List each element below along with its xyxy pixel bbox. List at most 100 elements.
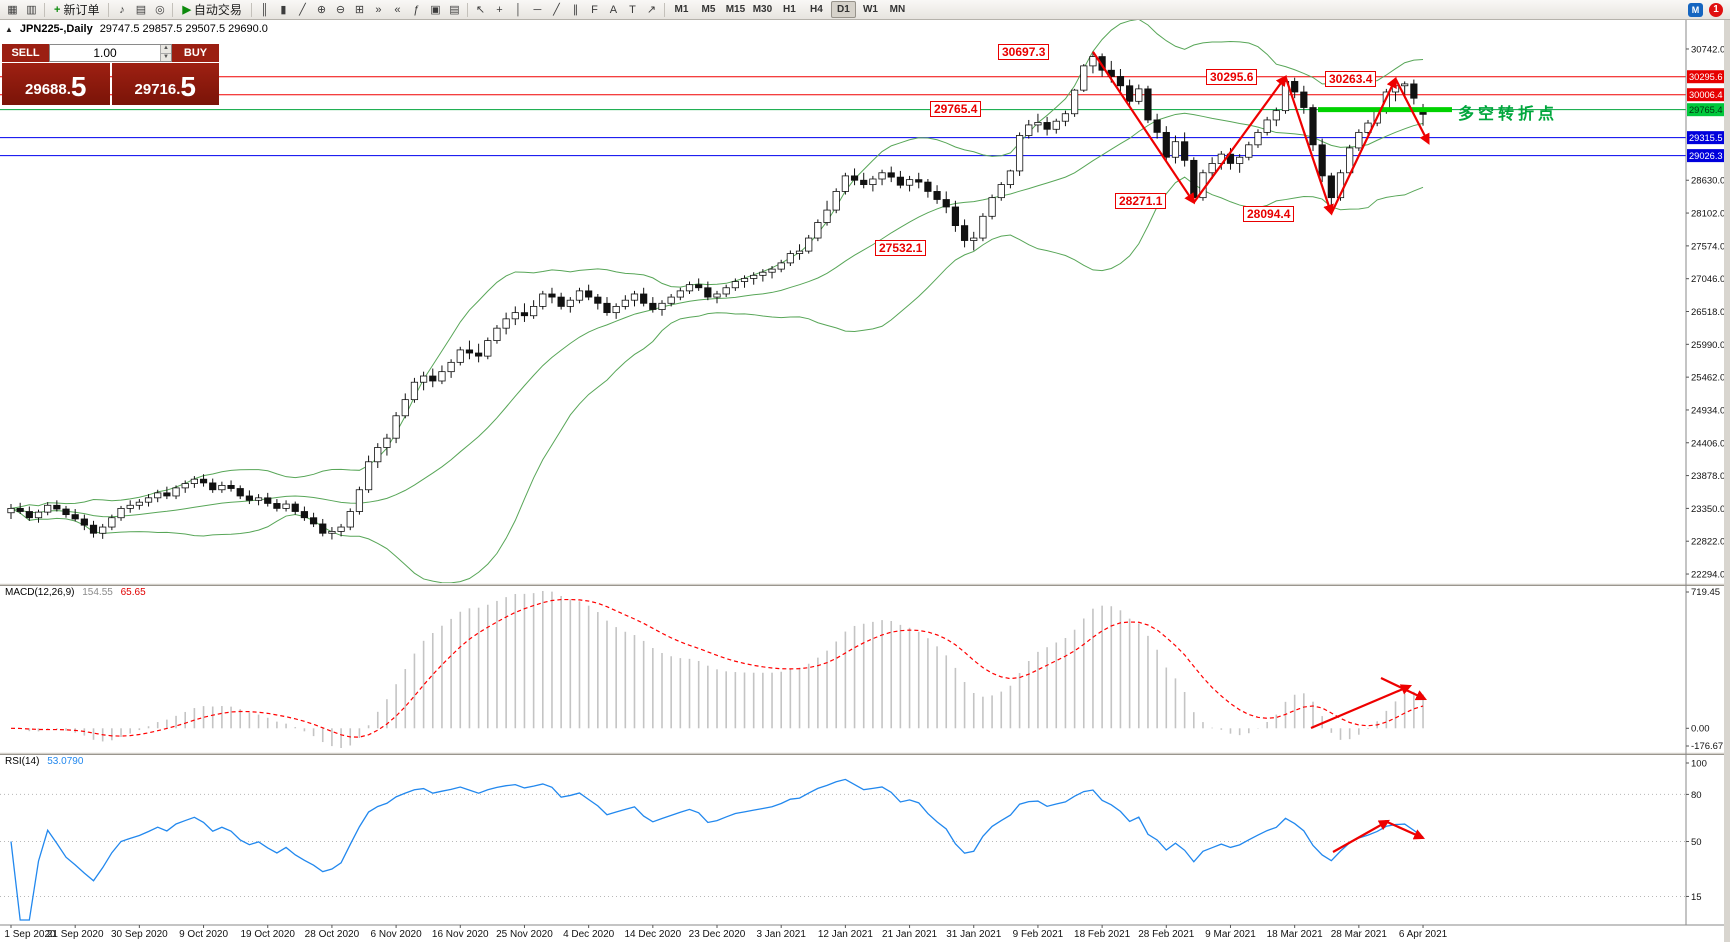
trendline-icon[interactable]: ╱ xyxy=(553,3,560,16)
toolbar-separator xyxy=(466,2,468,17)
symbol-title: JPN225-,Daily xyxy=(19,23,93,35)
svg-text:26518.0: 26518.0 xyxy=(1691,307,1725,318)
tile-windows-icon[interactable]: ⊞ xyxy=(354,3,365,16)
rsi-value: 53.0790 xyxy=(47,756,84,767)
bar-chart-icon[interactable]: ║ xyxy=(260,3,269,16)
buy-price: 29716. xyxy=(134,81,181,98)
toolbar-separator xyxy=(108,2,110,17)
symbol-ohlc: 29747.5 29857.5 29507.5 29690.0 xyxy=(99,23,268,35)
timeframe-m1-button[interactable]: M1 xyxy=(674,4,689,15)
svg-text:30742.0: 30742.0 xyxy=(1691,44,1725,55)
svg-text:30006.4: 30006.4 xyxy=(1689,90,1723,100)
arrows-icon[interactable]: ↗ xyxy=(646,3,657,16)
toolbar: ▦ ▥ + 新订单 ♪ ▤ ◎ ▶ 自动交易 ║ ▮ ╱ ⊕ ⊖ ⊞ » « ƒ ▣ ▤ ↖ + │ ─ ╱ ∥ F A T ↗ M1 M5 M… xyxy=(0,0,1730,20)
data-window-icon[interactable]: ▥ xyxy=(26,3,37,16)
auto-scroll-icon[interactable]: » xyxy=(375,3,382,16)
notification-badge[interactable]: 1 xyxy=(1709,2,1723,17)
candles-layer xyxy=(7,51,1427,540)
timeframe-d1-button[interactable]: D1 xyxy=(830,1,856,18)
chart-expand-icon: ▲ xyxy=(5,24,13,34)
svg-text:9 Oct 2020: 9 Oct 2020 xyxy=(179,929,228,940)
crosshair-icon[interactable]: + xyxy=(496,3,503,16)
price-flag[interactable]: 28094.4 xyxy=(1243,206,1295,222)
svg-text:6 Nov 2020: 6 Nov 2020 xyxy=(371,929,423,940)
volume-decrease-button[interactable]: ▼ xyxy=(160,53,171,61)
channel-icon[interactable]: ∥ xyxy=(572,3,579,16)
fibonacci-icon[interactable]: F xyxy=(591,3,598,16)
price-flag[interactable]: 27532.1 xyxy=(875,240,927,256)
svg-text:28630.0: 28630.0 xyxy=(1691,176,1725,187)
candlestick-chart-icon[interactable]: ▮ xyxy=(280,3,287,16)
sell-button[interactable]: 29688. 5 xyxy=(2,63,110,105)
trend-note-text[interactable]: 多空转折点 xyxy=(1458,106,1559,123)
timeframe-h1-button[interactable]: H1 xyxy=(783,4,796,15)
chart-shift-icon[interactable]: « xyxy=(394,3,401,16)
new-order-icon: + xyxy=(54,3,61,16)
svg-text:27574.0: 27574.0 xyxy=(1691,241,1725,252)
price-flag[interactable]: 30295.6 xyxy=(1206,69,1258,85)
timeframe-m15-button[interactable]: M15 xyxy=(725,4,746,15)
price-flag[interactable]: 29765.4 xyxy=(930,101,982,117)
cursor-icon[interactable]: ↖ xyxy=(475,3,486,16)
svg-text:80: 80 xyxy=(1691,790,1702,801)
svg-text:100: 100 xyxy=(1691,759,1707,770)
annotations-layer xyxy=(1092,51,1452,216)
templates-icon[interactable]: ▤ xyxy=(449,3,460,16)
horizontal-line-icon[interactable]: ─ xyxy=(533,3,542,16)
zoom-out-icon[interactable]: ⊖ xyxy=(335,3,346,16)
indicators-icon[interactable]: ƒ xyxy=(413,3,420,16)
timeframe-h4-button[interactable]: H4 xyxy=(810,4,823,15)
periods-icon[interactable]: ▣ xyxy=(430,3,441,16)
svg-text:23878.0: 23878.0 xyxy=(1691,471,1725,482)
sound-icon[interactable]: ♪ xyxy=(119,3,125,16)
toolbar-separator xyxy=(250,2,252,17)
price-flag[interactable]: 30697.3 xyxy=(998,44,1050,60)
timeframe-m30-button[interactable]: M30 xyxy=(752,4,773,15)
one-click-trading-panel: SELL 1.00 ▲ ▼ BUY 29688. 5 29716. 5 xyxy=(2,44,219,105)
svg-text:27046.0: 27046.0 xyxy=(1691,274,1725,285)
svg-text:719.45: 719.45 xyxy=(1691,587,1720,598)
text-icon[interactable]: A xyxy=(609,3,618,16)
toolbar-separator xyxy=(44,2,45,17)
svg-text:4 Dec 2020: 4 Dec 2020 xyxy=(563,929,615,940)
svg-text:23350.0: 23350.0 xyxy=(1691,504,1725,515)
macd-main-value: 154.55 xyxy=(82,587,113,598)
autotrading-button[interactable]: ▶ 自动交易 xyxy=(176,1,247,18)
sell-price-pip: 5 xyxy=(70,71,87,102)
buy-button[interactable]: 29716. 5 xyxy=(111,63,219,105)
price-flag[interactable]: 28271.1 xyxy=(1115,193,1167,209)
sell-price: 29688. xyxy=(25,81,71,98)
svg-text:21 Jan 2021: 21 Jan 2021 xyxy=(882,929,937,940)
svg-text:30295.6: 30295.6 xyxy=(1689,72,1723,82)
svg-text:18 Feb 2021: 18 Feb 2021 xyxy=(1074,929,1131,940)
svg-text:6 Apr 2021: 6 Apr 2021 xyxy=(1399,929,1448,940)
timeframe-m5-button[interactable]: M5 xyxy=(701,4,716,15)
zoom-in-icon[interactable]: ⊕ xyxy=(316,3,327,16)
macd-signal-value: 65.65 xyxy=(120,587,146,598)
charts-icon[interactable]: ▦ xyxy=(7,3,18,16)
svg-text:16 Nov 2020: 16 Nov 2020 xyxy=(432,929,489,940)
price-flag[interactable]: 30263.4 xyxy=(1325,71,1377,87)
axes-layer: 30742.0 28630.0 28102.0 27574.0 27046.0 26518… xyxy=(0,20,1730,940)
svg-text:28 Mar 2021: 28 Mar 2021 xyxy=(1331,929,1388,940)
volume-input[interactable]: 1.00 ▲ ▼ xyxy=(49,44,172,62)
svg-text:28 Oct 2020: 28 Oct 2020 xyxy=(305,929,360,940)
line-chart-icon[interactable]: ╱ xyxy=(299,3,306,16)
news-icon[interactable]: ▤ xyxy=(135,3,147,16)
community-icon[interactable]: M xyxy=(1688,2,1703,17)
timeframe-mn-button[interactable]: MN xyxy=(889,4,906,15)
svg-text:1 Sep 2020: 1 Sep 2020 xyxy=(4,929,56,940)
new-order-button[interactable]: + 新订单 xyxy=(48,1,105,18)
timeframe-w1-button[interactable]: W1 xyxy=(862,4,878,15)
svg-text:12 Jan 2021: 12 Jan 2021 xyxy=(818,929,873,940)
volume-value: 1.00 xyxy=(93,46,117,60)
vertical-line-icon[interactable]: │ xyxy=(515,3,522,16)
right-scrollbar[interactable] xyxy=(1724,20,1730,942)
macd-indicator-label: MACD(12,26,9) 154.55 65.65 xyxy=(5,587,146,598)
label-icon[interactable]: T xyxy=(629,3,636,16)
svg-text:21 Sep 2020: 21 Sep 2020 xyxy=(47,929,104,940)
svg-text:23 Dec 2020: 23 Dec 2020 xyxy=(689,929,746,940)
volume-increase-button[interactable]: ▲ xyxy=(160,45,171,54)
search-icon[interactable]: ◎ xyxy=(155,3,165,16)
